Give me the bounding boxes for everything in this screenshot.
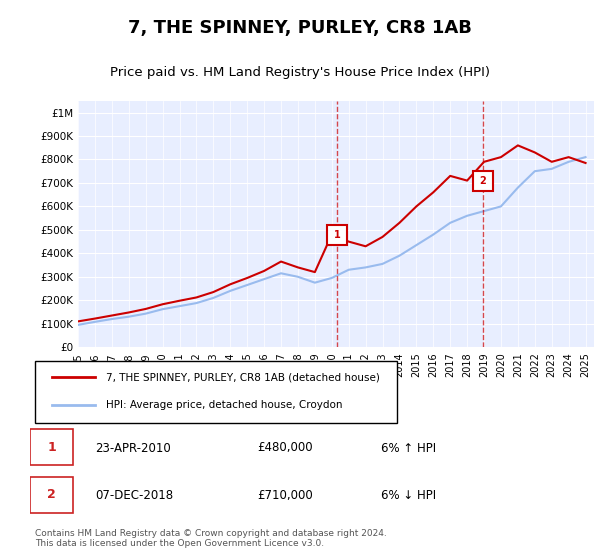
FancyBboxPatch shape	[30, 429, 73, 465]
Text: 6% ↑ HPI: 6% ↑ HPI	[381, 441, 436, 455]
Text: 2: 2	[47, 488, 56, 501]
Text: 1: 1	[47, 441, 56, 454]
Text: 6% ↓ HPI: 6% ↓ HPI	[381, 489, 436, 502]
Text: 07-DEC-2018: 07-DEC-2018	[95, 489, 173, 502]
Text: HPI: Average price, detached house, Croydon: HPI: Average price, detached house, Croy…	[106, 400, 342, 410]
Text: 23-APR-2010: 23-APR-2010	[95, 441, 170, 455]
Text: £480,000: £480,000	[257, 441, 313, 455]
Text: Contains HM Land Registry data © Crown copyright and database right 2024.
This d: Contains HM Land Registry data © Crown c…	[35, 529, 387, 548]
FancyBboxPatch shape	[30, 477, 73, 512]
Text: 2: 2	[479, 176, 486, 185]
Text: 7, THE SPINNEY, PURLEY, CR8 1AB (detached house): 7, THE SPINNEY, PURLEY, CR8 1AB (detache…	[106, 372, 379, 382]
Text: Price paid vs. HM Land Registry's House Price Index (HPI): Price paid vs. HM Land Registry's House …	[110, 66, 490, 79]
FancyBboxPatch shape	[35, 361, 397, 423]
Text: £710,000: £710,000	[257, 489, 313, 502]
Text: 7, THE SPINNEY, PURLEY, CR8 1AB: 7, THE SPINNEY, PURLEY, CR8 1AB	[128, 19, 472, 37]
Text: 1: 1	[334, 230, 340, 240]
